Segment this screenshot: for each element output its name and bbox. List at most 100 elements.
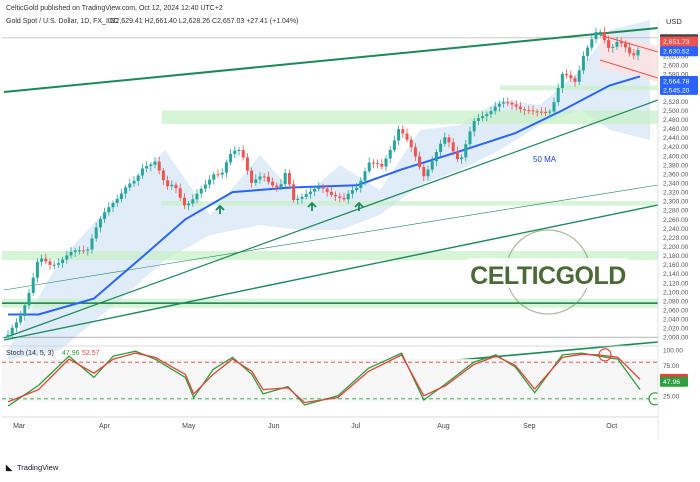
candle[interactable] (481, 116, 485, 119)
candle[interactable] (321, 187, 325, 189)
candle[interactable] (77, 250, 81, 252)
candle[interactable] (577, 70, 581, 82)
candle[interactable] (363, 171, 367, 181)
trendline[interactable] (3, 99, 659, 339)
candle[interactable] (619, 41, 623, 44)
candle[interactable] (107, 207, 111, 213)
candle[interactable] (388, 149, 392, 159)
candle[interactable] (136, 175, 140, 181)
candle[interactable] (90, 238, 94, 250)
candle[interactable] (325, 188, 329, 192)
candle[interactable] (65, 255, 69, 260)
candle[interactable] (472, 120, 476, 132)
candle[interactable] (149, 164, 153, 167)
candle[interactable] (392, 140, 396, 150)
candle[interactable] (590, 39, 594, 48)
candle[interactable] (489, 111, 493, 115)
candle[interactable] (31, 277, 35, 293)
candle[interactable] (451, 142, 455, 152)
candle[interactable] (124, 187, 128, 194)
candle[interactable] (581, 55, 585, 71)
candle[interactable] (237, 150, 241, 152)
trendline[interactable] (3, 184, 659, 291)
candle[interactable] (636, 49, 640, 56)
candle[interactable] (279, 184, 283, 188)
candle[interactable] (157, 161, 161, 171)
candle[interactable] (405, 133, 409, 140)
candle[interactable] (98, 219, 102, 228)
candle[interactable] (245, 157, 249, 171)
candle[interactable] (52, 264, 56, 266)
candle[interactable] (485, 114, 489, 117)
candle[interactable] (632, 53, 636, 56)
candle[interactable] (607, 40, 611, 48)
candle[interactable] (283, 173, 287, 185)
candle[interactable] (212, 174, 216, 180)
candle[interactable] (384, 158, 388, 167)
candle[interactable] (376, 163, 380, 165)
candle[interactable] (132, 180, 136, 184)
candle[interactable] (94, 227, 98, 239)
candle[interactable] (565, 74, 569, 76)
candle[interactable] (195, 193, 199, 200)
candle[interactable] (216, 174, 220, 176)
candle[interactable] (14, 322, 18, 328)
candle[interactable] (418, 156, 422, 168)
candle[interactable] (308, 191, 312, 195)
candle[interactable] (409, 139, 413, 148)
candle[interactable] (35, 261, 39, 278)
candle[interactable] (422, 167, 426, 177)
candle[interactable] (6, 334, 10, 338)
candle[interactable] (397, 129, 401, 141)
candle[interactable] (44, 258, 48, 262)
candle[interactable] (258, 176, 262, 180)
candle[interactable] (262, 176, 266, 178)
candle[interactable] (439, 143, 443, 153)
candle[interactable] (115, 199, 119, 203)
candle[interactable] (544, 111, 548, 113)
candle[interactable] (111, 202, 115, 208)
candle[interactable] (434, 152, 438, 162)
candle[interactable] (510, 102, 514, 105)
candle[interactable] (371, 162, 375, 164)
candle[interactable] (460, 157, 464, 160)
candle[interactable] (229, 153, 233, 163)
candle[interactable] (380, 164, 384, 167)
candle[interactable] (628, 47, 632, 54)
candle[interactable] (594, 31, 598, 40)
candle[interactable] (40, 258, 44, 262)
candle[interactable] (455, 151, 459, 160)
candle[interactable] (292, 184, 296, 201)
candle[interactable] (174, 184, 178, 189)
candle[interactable] (191, 199, 195, 204)
candle[interactable] (497, 103, 501, 107)
candle[interactable] (443, 137, 447, 144)
candle[interactable] (103, 212, 107, 220)
candle[interactable] (233, 150, 237, 154)
candle[interactable] (552, 102, 556, 112)
candle[interactable] (266, 176, 270, 182)
candle[interactable] (502, 102, 506, 104)
stoch-title[interactable]: Stoch (14, 5, 3) (6, 350, 54, 357)
candle[interactable] (19, 315, 23, 323)
candle[interactable] (254, 179, 258, 183)
candle[interactable] (573, 78, 577, 82)
tradingview-brand[interactable]: ◣ TradingView (5, 463, 59, 472)
candle[interactable] (350, 190, 354, 194)
candle[interactable] (493, 106, 497, 112)
trendline[interactable] (3, 27, 659, 93)
candle[interactable] (275, 185, 279, 188)
candle[interactable] (178, 188, 182, 198)
candle[interactable] (271, 181, 275, 186)
candle[interactable] (329, 191, 333, 195)
candle[interactable] (338, 196, 342, 198)
candle[interactable] (598, 31, 602, 33)
candle[interactable] (523, 109, 527, 111)
candle[interactable] (346, 193, 350, 200)
candle[interactable] (300, 196, 304, 199)
candle[interactable] (413, 147, 417, 157)
candle[interactable] (401, 129, 405, 134)
candle[interactable] (224, 162, 228, 173)
candle[interactable] (287, 173, 291, 185)
candle[interactable] (153, 161, 157, 165)
